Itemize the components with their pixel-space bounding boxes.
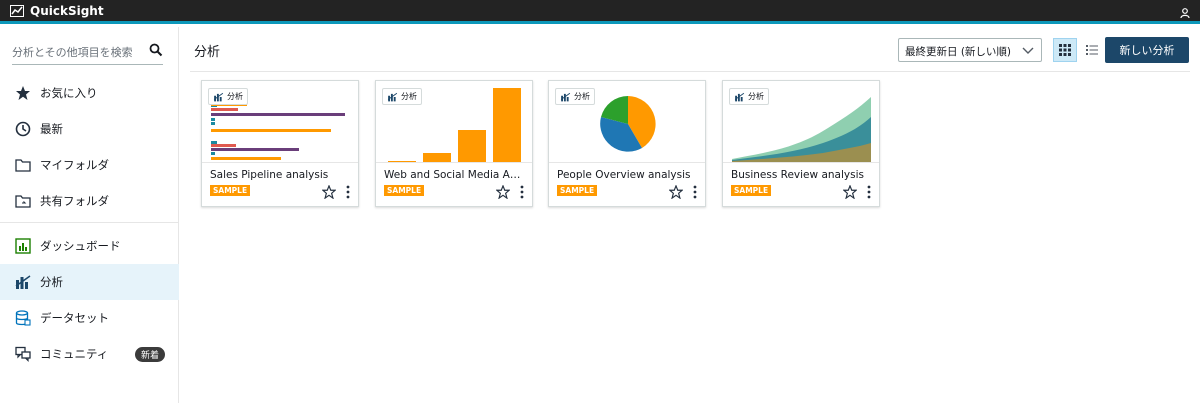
card-title[interactable]: Web and Social Media Analysis: [384, 169, 526, 181]
community-icon: [14, 345, 32, 363]
tag-label: 分析: [401, 92, 417, 101]
tag-label: 分析: [227, 92, 243, 101]
pie-chart-thumbnail-icon: [600, 96, 656, 152]
sample-badge: SAMPLE: [384, 185, 425, 196]
analysis-tag: 分析: [382, 88, 422, 105]
sidebar-item-label: マイフォルダ: [40, 158, 109, 172]
tag-label: 分析: [574, 92, 590, 101]
analysis-card[interactable]: 分析 Sales Pipeline analysis SAMPLE: [201, 80, 359, 207]
card-title[interactable]: Sales Pipeline analysis: [210, 169, 329, 181]
folder-icon: [14, 156, 32, 174]
sidebar-item-datasets[interactable]: データセット: [0, 300, 179, 336]
main-content: 分析 最終更新日 (新しい順) 新しい分析: [180, 27, 1200, 403]
app-title: QuickSight: [30, 3, 104, 18]
grid-view-button[interactable]: [1053, 38, 1077, 62]
card-title[interactable]: People Overview analysis: [557, 169, 691, 181]
search-input[interactable]: [12, 41, 140, 64]
grid-icon: [1059, 44, 1071, 56]
sidebar-item-analyses[interactable]: 分析: [0, 264, 179, 300]
nav-primary: お気に入り 最新 マイフォルダ 共有フォルダ: [0, 75, 179, 219]
new-analysis-button[interactable]: 新しい分析: [1105, 37, 1189, 63]
card-title[interactable]: Business Review analysis: [731, 169, 864, 181]
page-title: 分析: [194, 45, 221, 60]
analysis-icon: [387, 92, 398, 101]
analysis-card[interactable]: 分析 Web and Social Media Analysis SAMPLE: [375, 80, 533, 207]
sidebar-item-label: お気に入り: [40, 86, 98, 100]
sidebar-item-my-folders[interactable]: マイフォルダ: [0, 147, 179, 183]
shared-folder-icon: [14, 192, 32, 210]
analysis-tag: 分析: [729, 88, 769, 105]
sidebar-item-label: コミュニティ: [40, 347, 109, 361]
sidebar-item-favorites[interactable]: お気に入り: [0, 75, 179, 111]
sidebar-divider: [0, 222, 179, 223]
dashboard-icon: [14, 237, 32, 255]
app-logo[interactable]: QuickSight: [10, 4, 104, 18]
sidebar-item-dashboards[interactable]: ダッシュボード: [0, 228, 179, 264]
nav-secondary: ダッシュボード 分析 データセット コミュニティ 新着: [0, 228, 179, 372]
sample-badge: SAMPLE: [210, 185, 251, 196]
header-divider: [190, 71, 1190, 72]
favorite-star-icon[interactable]: [843, 185, 857, 199]
search-icon[interactable]: [149, 43, 163, 57]
analysis-tag: 分析: [208, 88, 248, 105]
star-icon: [14, 84, 32, 102]
list-view-button[interactable]: [1080, 38, 1104, 62]
clock-icon: [14, 120, 32, 138]
sidebar-item-label: 分析: [40, 275, 63, 289]
card-thumbnail: [723, 81, 879, 163]
favorite-star-icon[interactable]: [669, 185, 683, 199]
more-options-icon[interactable]: [518, 185, 526, 199]
more-options-icon[interactable]: [691, 185, 699, 199]
favorite-star-icon[interactable]: [496, 185, 510, 199]
analysis-card[interactable]: 分析 Business Review analysis SAMPLE: [722, 80, 880, 207]
card-thumbnail: [376, 81, 532, 163]
sidebar-item-label: データセット: [40, 311, 109, 325]
more-options-icon[interactable]: [344, 185, 352, 199]
quicksight-logo-icon: [10, 4, 24, 17]
analysis-icon: [734, 92, 745, 101]
sidebar-item-community[interactable]: コミュニティ 新着: [0, 336, 179, 372]
user-icon: [1180, 8, 1190, 19]
sidebar-item-recent[interactable]: 最新: [0, 111, 179, 147]
analysis-icon: [213, 92, 224, 101]
user-menu[interactable]: [1180, 4, 1190, 23]
analysis-card[interactable]: 分析 People Overview analysis SAMPLE: [548, 80, 706, 207]
analysis-icon: [14, 273, 32, 291]
sample-badge: SAMPLE: [731, 185, 772, 196]
chevron-down-icon: [1022, 47, 1034, 54]
sidebar-item-label: 最新: [40, 122, 63, 136]
search-box: [12, 41, 163, 65]
favorite-star-icon[interactable]: [322, 185, 336, 199]
top-bar: QuickSight: [0, 0, 1200, 24]
analysis-tag: 分析: [555, 88, 595, 105]
area-chart-thumbnail-icon: [732, 97, 871, 162]
sidebar-item-shared-folders[interactable]: 共有フォルダ: [0, 183, 179, 219]
sidebar-item-label: ダッシュボード: [40, 239, 121, 253]
dataset-icon: [14, 309, 32, 327]
more-options-icon[interactable]: [865, 185, 873, 199]
column-chart-thumbnail-icon: [388, 88, 521, 162]
tag-label: 分析: [748, 92, 764, 101]
sort-label: 最終更新日 (新しい順): [905, 46, 1012, 58]
card-thumbnail: [549, 81, 705, 163]
new-badge: 新着: [134, 347, 165, 362]
sort-dropdown[interactable]: 最終更新日 (新しい順): [898, 38, 1042, 62]
list-icon: [1086, 45, 1098, 55]
analysis-icon: [560, 92, 571, 101]
sample-badge: SAMPLE: [557, 185, 598, 196]
sidebar: お気に入り 最新 マイフォルダ 共有フォルダ ダッシュボード: [0, 27, 179, 403]
sidebar-item-label: 共有フォルダ: [40, 194, 109, 208]
